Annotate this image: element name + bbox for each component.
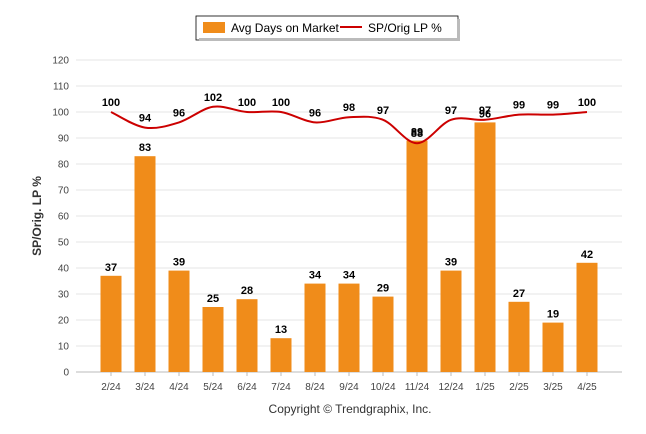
bar	[372, 296, 394, 372]
line-data-label: 100	[238, 97, 256, 109]
legend-shadow-side	[457, 19, 460, 41]
line-data-label: 99	[547, 100, 559, 112]
y-tick-label: 60	[58, 212, 70, 223]
line-path	[110, 105, 588, 145]
line-data-label: 100	[578, 97, 596, 109]
bar-data-label: 39	[173, 257, 185, 269]
line-data-label: 94	[139, 113, 152, 125]
x-axis-ticks: 2/24 3/24 4/24 5/24 6/24 7/24 8/24 9/24 10/24 11/…	[101, 372, 597, 393]
bar-data-label: 25	[207, 293, 219, 305]
bar	[304, 283, 326, 372]
bar-data-label: 27	[513, 288, 525, 300]
x-tick-label: 7/24	[271, 382, 291, 393]
copyright-text: Copyright © Trendgraphix, Inc.	[269, 402, 432, 416]
bar-data-label: 39	[445, 257, 457, 269]
x-tick-label: 9/24	[339, 382, 359, 393]
bar	[236, 299, 258, 372]
x-tick-label: 5/24	[203, 382, 223, 393]
bar-data-label: 89	[411, 127, 423, 139]
bar	[134, 156, 156, 372]
bar	[508, 301, 530, 372]
legend-bar-swatch	[203, 22, 225, 33]
x-tick-label: 4/25	[577, 382, 597, 393]
y-tick-label: 50	[58, 238, 70, 249]
x-tick-label: 10/24	[370, 382, 395, 393]
line-series	[110, 105, 588, 145]
line-data-label: 100	[102, 97, 120, 109]
y-axis-ticks: 0 10 20 30 40 50 60 70 80 90 100 110 120	[52, 56, 69, 379]
bar-data-label: 29	[377, 283, 389, 295]
y-tick-label: 70	[58, 186, 70, 197]
line-data-label: 97	[445, 105, 457, 117]
legend: Avg Days on Market SP/Orig LP %	[195, 15, 460, 41]
x-tick-label: 8/24	[305, 382, 325, 393]
bar	[202, 307, 224, 372]
x-tick-label: 3/24	[135, 382, 155, 393]
bar-data-labels: 37 83 39 25 28 13 34 34 29 89 39 96 27 19 42	[105, 108, 593, 336]
bar-series	[100, 122, 598, 373]
y-tick-label: 40	[58, 264, 70, 275]
bar-data-label: 37	[105, 262, 117, 274]
line-data-label: 97	[479, 105, 491, 117]
bar-data-label: 83	[139, 142, 151, 154]
line-data-label: 96	[173, 107, 185, 119]
bar-data-label: 42	[581, 249, 593, 261]
bar-data-label: 34	[343, 270, 356, 282]
line-data-label: 88	[411, 128, 423, 140]
y-tick-label: 10	[58, 342, 70, 353]
line-data-label: 100	[272, 97, 290, 109]
y-tick-label: 0	[63, 368, 69, 379]
x-tick-label: 11/24	[405, 382, 430, 393]
y-tick-label: 30	[58, 290, 70, 301]
legend-bar-label: Avg Days on Market	[231, 21, 339, 35]
y-tick-label: 90	[58, 134, 70, 145]
line-data-label: 96	[309, 107, 321, 119]
bar-data-label: 28	[241, 285, 253, 297]
bar-data-label: 96	[479, 108, 491, 120]
bar	[270, 338, 292, 372]
y-axis-label: SP/Orig. LP %	[30, 176, 44, 256]
legend-line-label: SP/Orig LP %	[368, 21, 442, 35]
x-tick-label: 4/24	[169, 382, 189, 393]
bar	[406, 140, 428, 372]
bar-data-label: 13	[275, 324, 287, 336]
bar-data-label: 19	[547, 309, 559, 321]
bar	[338, 283, 360, 372]
x-tick-label: 3/25	[543, 382, 563, 393]
y-tick-label: 120	[52, 56, 69, 67]
line-data-label: 97	[377, 105, 389, 117]
y-tick-label: 100	[52, 108, 69, 119]
y-tick-label: 80	[58, 160, 70, 171]
bar	[542, 322, 564, 372]
x-tick-label: 12/24	[438, 382, 463, 393]
x-tick-label: 2/24	[101, 382, 121, 393]
bar	[474, 122, 496, 373]
bar	[100, 275, 122, 372]
x-tick-label: 6/24	[237, 382, 257, 393]
bar	[168, 270, 190, 372]
bar	[576, 262, 598, 372]
bar-data-label: 34	[309, 270, 322, 282]
line-data-labels: 100 94 96 102 100 100 96 98 97 88 97 97 99 99 100	[102, 92, 596, 140]
y-tick-label: 20	[58, 316, 70, 327]
y-tick-label: 110	[53, 82, 69, 93]
x-tick-label: 2/25	[509, 382, 529, 393]
line-data-label: 102	[204, 92, 222, 104]
line-data-label: 98	[343, 102, 355, 114]
legend-shadow	[199, 38, 460, 41]
line-data-label: 99	[513, 100, 525, 112]
bar	[440, 270, 462, 372]
x-tick-label: 1/25	[475, 382, 495, 393]
